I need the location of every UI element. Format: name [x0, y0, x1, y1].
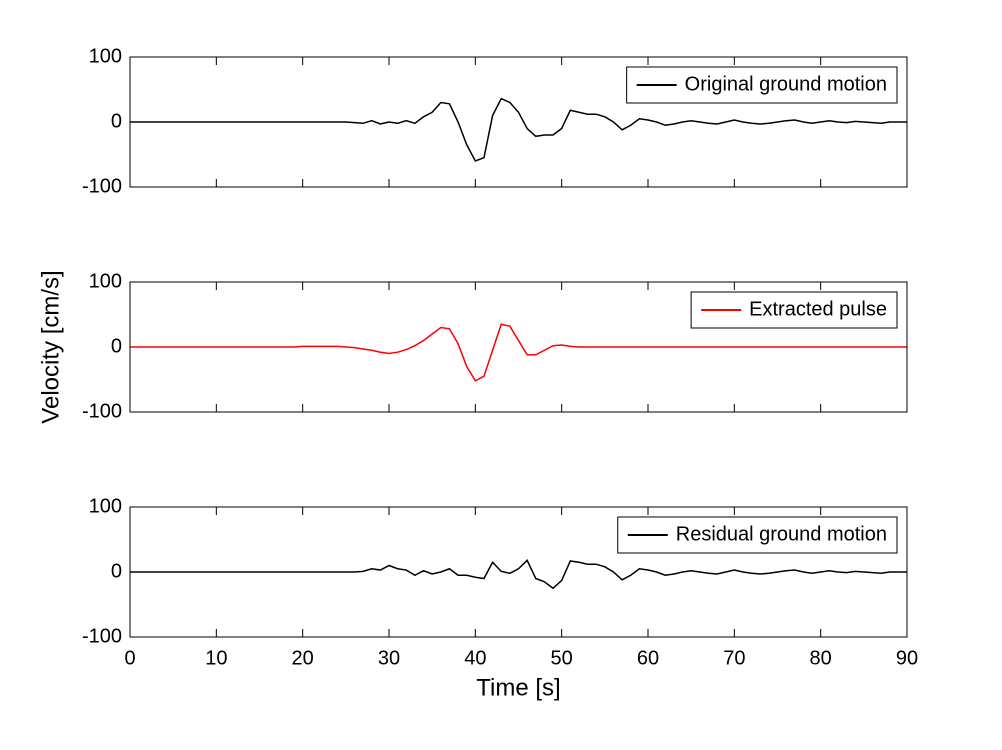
- y-tick-label: 0: [111, 110, 122, 132]
- x-tick-label: 50: [551, 647, 573, 669]
- x-axis-label: Time [s]: [476, 674, 560, 701]
- y-tick-label: 100: [89, 45, 122, 67]
- x-tick-label: 60: [637, 647, 659, 669]
- axes-frame: [129, 506, 908, 638]
- y-tick-label: 0: [111, 560, 122, 582]
- x-tick-label: 40: [464, 647, 486, 669]
- x-tick-label: 90: [896, 647, 918, 669]
- x-tick-label: 80: [810, 647, 832, 669]
- x-tick-label: 10: [205, 647, 227, 669]
- y-tick-label: -100: [82, 400, 122, 422]
- y-tick-label: 100: [89, 495, 122, 517]
- legend-label: Residual ground motion: [676, 523, 887, 545]
- x-tick-label: 30: [378, 647, 400, 669]
- y-tick-label: -100: [82, 625, 122, 647]
- y-tick-label: 0: [111, 335, 122, 357]
- axes-frame: [129, 281, 908, 413]
- x-tick-label: 20: [292, 647, 314, 669]
- x-tick-label: 70: [723, 647, 745, 669]
- y-axis-label: Velocity [cm/s]: [37, 270, 64, 423]
- data-line: [130, 559, 907, 590]
- axes-frame: [129, 56, 908, 188]
- y-tick-label: 100: [89, 270, 122, 292]
- data-line: [130, 97, 907, 162]
- y-tick-label: -100: [82, 175, 122, 197]
- x-tick-label: 0: [124, 647, 135, 669]
- legend-label: Original ground motion: [685, 73, 887, 95]
- data-line: [130, 323, 907, 382]
- legend-label: Extracted pulse: [749, 298, 887, 320]
